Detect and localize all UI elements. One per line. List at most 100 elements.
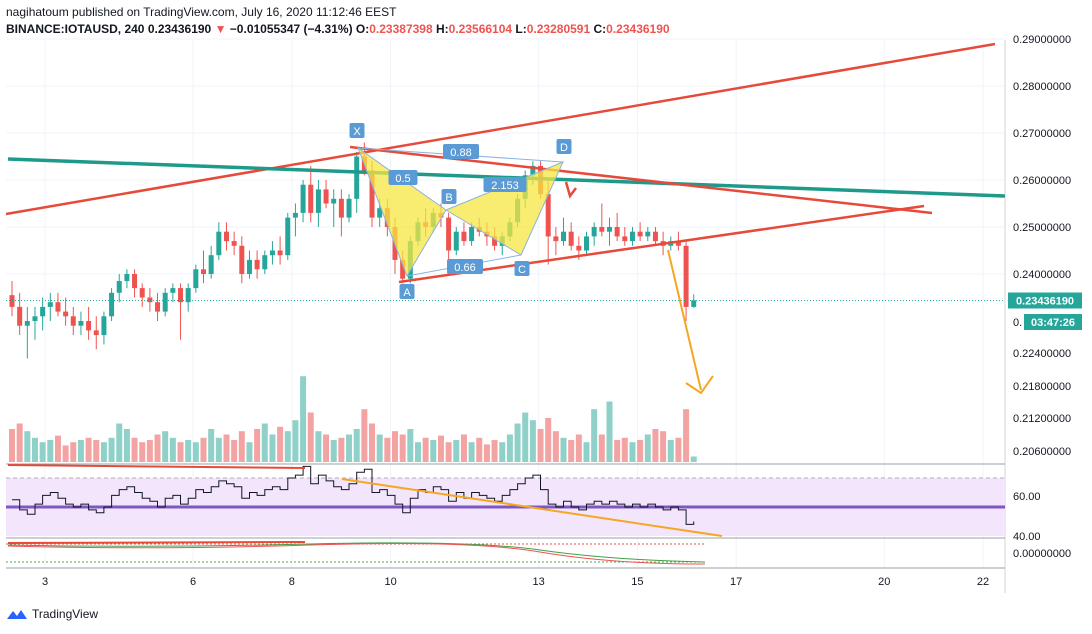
candle-body-63 bbox=[492, 236, 498, 246]
volume-bar-85 bbox=[660, 431, 667, 462]
pattern-ratio-xd: 0.88 bbox=[450, 147, 471, 159]
volume-bar-26 bbox=[208, 429, 215, 462]
volume-bar-12 bbox=[100, 442, 107, 462]
price-tick-0: 0.29000000 bbox=[1013, 34, 1071, 46]
candle-body-73 bbox=[568, 231, 574, 246]
pattern-label-c: C bbox=[518, 264, 526, 276]
candle-body-30 bbox=[239, 245, 245, 274]
candle-body-43 bbox=[338, 198, 344, 218]
candle-body-42 bbox=[331, 198, 337, 204]
volume-bar-68 bbox=[529, 420, 536, 462]
candle-body-83 bbox=[645, 231, 651, 237]
candle-body-57 bbox=[446, 217, 452, 251]
candle-body-9 bbox=[78, 321, 84, 326]
volume-bars bbox=[9, 376, 697, 462]
volume-bar-19 bbox=[154, 434, 161, 462]
candle-body-5 bbox=[47, 302, 53, 307]
volume-bar-49 bbox=[384, 437, 391, 462]
rsi-line bbox=[12, 465, 695, 525]
volume-bar-89 bbox=[690, 456, 697, 462]
candle-body-59 bbox=[461, 231, 467, 242]
close-label: C: bbox=[593, 22, 607, 36]
candle-body-88 bbox=[683, 245, 689, 307]
candle-body-44 bbox=[346, 198, 352, 218]
candle-body-82 bbox=[637, 231, 643, 237]
candle-body-39 bbox=[308, 184, 314, 213]
candle-body-1 bbox=[17, 306, 23, 326]
candle-body-28 bbox=[223, 231, 229, 242]
symbol-name: BINANCE:IOTAUSD, 240 bbox=[6, 22, 145, 36]
candle-body-23 bbox=[185, 288, 191, 303]
volume-bar-48 bbox=[376, 434, 383, 462]
candle-body-84 bbox=[652, 231, 658, 242]
time-tick-0: 3 bbox=[42, 576, 48, 588]
macd-signal-line bbox=[7, 543, 706, 565]
price-tick-6: 0.22400000 bbox=[1013, 348, 1071, 360]
volume-bar-83 bbox=[644, 434, 651, 462]
volume-bar-27 bbox=[215, 437, 222, 462]
pattern-label-b-bg bbox=[441, 189, 457, 204]
drawings-layer[interactable]: X A B C D 0.5 0.88 2.153 0.66 bbox=[5, 42, 1006, 395]
volume-bar-75 bbox=[583, 442, 590, 462]
volume-bar-53 bbox=[414, 442, 421, 462]
volume-bar-43 bbox=[338, 437, 345, 462]
volume-bar-86 bbox=[667, 440, 674, 462]
rising-support-line bbox=[398, 204, 925, 284]
volume-bar-18 bbox=[146, 440, 153, 462]
countdown-badge-bg bbox=[1024, 314, 1082, 330]
volume-bar-31 bbox=[246, 442, 253, 462]
time-tick-3: 10 bbox=[384, 576, 396, 588]
volume-bar-65 bbox=[506, 434, 513, 462]
pattern-ratio-xd-bg bbox=[443, 144, 479, 159]
volume-bar-78 bbox=[606, 401, 613, 462]
candle-body-81 bbox=[629, 231, 635, 242]
volume-bar-25 bbox=[200, 437, 207, 462]
volume-bar-62 bbox=[483, 444, 490, 462]
volume-bar-71 bbox=[552, 431, 559, 462]
candle-body-17 bbox=[139, 288, 145, 298]
candle-body-74 bbox=[576, 245, 582, 251]
volume-bar-88 bbox=[683, 409, 690, 462]
volume-bar-21 bbox=[169, 437, 176, 462]
volume-bar-56 bbox=[437, 435, 444, 462]
candle-body-34 bbox=[269, 250, 275, 256]
candle-body-31 bbox=[246, 259, 252, 274]
volume-bar-22 bbox=[177, 442, 184, 462]
volume-bar-66 bbox=[514, 423, 521, 462]
pattern-label-x-bg bbox=[349, 123, 365, 138]
high-value: 0.23566104 bbox=[448, 22, 513, 36]
candle-body-0 bbox=[9, 295, 15, 307]
volume-bar-0 bbox=[9, 429, 15, 462]
volume-bar-16 bbox=[131, 437, 138, 462]
candle-body-77 bbox=[599, 227, 605, 232]
candle-body-60 bbox=[469, 227, 475, 242]
volume-bar-7 bbox=[62, 445, 69, 462]
rsi-trendline-orange bbox=[341, 478, 723, 537]
symbol-line: BINANCE:IOTAUSD, 240 0.23436190 ▼ −0.010… bbox=[6, 21, 670, 38]
volume-bar-5 bbox=[47, 440, 54, 462]
open-label: O: bbox=[355, 22, 370, 36]
volume-bar-45 bbox=[353, 429, 360, 462]
volume-bar-1 bbox=[16, 423, 23, 462]
volume-bar-36 bbox=[284, 431, 291, 462]
volume-bar-24 bbox=[192, 442, 199, 462]
volume-bar-41 bbox=[323, 434, 330, 462]
candle-body-7 bbox=[63, 311, 69, 317]
volume-bar-34 bbox=[269, 434, 276, 462]
tradingview-logo[interactable]: TradingView bbox=[6, 607, 98, 621]
volume-bar-46 bbox=[361, 409, 368, 462]
axis-labels: 0.29000000 0.28000000 0.27000000 0.26000000… bbox=[42, 34, 1082, 588]
volume-bar-50 bbox=[392, 431, 398, 462]
countdown-badge: 03:47:26 bbox=[1031, 317, 1075, 329]
publish-line: nagihatoum published on TradingView.com,… bbox=[6, 5, 397, 19]
candle-body-78 bbox=[606, 227, 612, 232]
volume-bar-84 bbox=[652, 429, 659, 462]
rising-channel-upper bbox=[5, 42, 996, 216]
volume-bar-29 bbox=[231, 440, 238, 462]
pattern-label-x: X bbox=[353, 126, 361, 138]
volume-bar-4 bbox=[39, 442, 46, 462]
pattern-ratio-xb-bg bbox=[388, 170, 418, 185]
tradingview-logo-icon bbox=[7, 610, 27, 619]
volume-bar-77 bbox=[598, 434, 605, 462]
